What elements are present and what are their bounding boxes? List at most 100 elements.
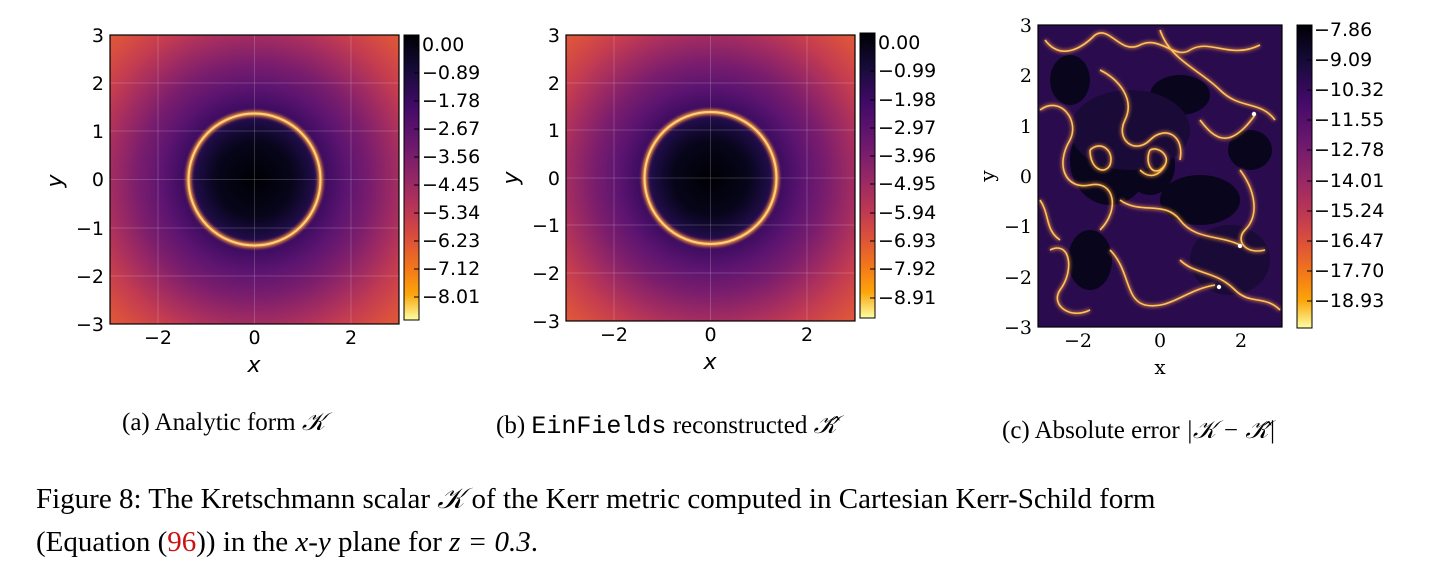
xlabel-a: x [246,353,261,378]
cbar-tick: −5.94 [878,202,936,224]
xtick-label: 2 [801,324,813,346]
ytick-label: −2 [1004,267,1032,289]
xtick-label: 0 [1154,330,1166,352]
cbar-tick: −4.45 [422,174,480,196]
cbar-tick: −17.70 [1314,260,1384,282]
error-hotspots [1216,111,1257,290]
ytick-label: 0 [1020,166,1032,188]
xlabel-c: x [1154,355,1166,379]
cbar-tick: −3.56 [422,146,480,168]
grid-b [566,35,855,321]
ring-b [643,111,778,245]
xticks-c: −2 0 2 [1064,330,1247,352]
colorbar-a [403,34,420,321]
panel-a: 3 2 1 0 −1 −2 −3 −2 0 2 x y 0.00 −0.89 −… [43,25,480,378]
colorbar-b [859,32,876,319]
axes-frame-c [1037,24,1283,328]
cbar-tick: 0.00 [422,34,464,56]
cbar-tickmarks-c [1307,29,1312,302]
xlabel-b: x [702,350,717,375]
cbar-tick: −1.78 [422,90,480,112]
yticks-c: 3 2 1 0 −1 −2 −3 [1004,15,1032,339]
xtick-label: 0 [704,324,716,346]
cbar-tick: −2.97 [878,117,936,139]
yticks-b: 3 2 1 0 −1 −2 −3 [532,25,560,333]
cbar-tick: −10.32 [1314,79,1384,101]
ytick-label: 2 [548,73,560,95]
error-contours [1039,29,1281,315]
cbar-tickmarks-b [870,42,875,299]
ytick-label: −3 [76,314,104,336]
grid-a [110,35,399,324]
xtick-label: 2 [1235,330,1247,352]
cbar-tick: −9.09 [1314,49,1372,71]
ytick-label: 0 [92,169,104,191]
error-field-c [1038,29,1282,316]
xticks-a: −2 0 2 [144,327,357,349]
xtick-label: −2 [1064,330,1092,352]
ytick-label: −3 [532,311,560,333]
ytick-label: 3 [548,25,560,47]
caption-line-1: Figure 8: The Kretschmann scalar 𝒦 of th… [36,483,1156,515]
ytick-label: 2 [92,73,104,95]
ytick-label: −2 [76,266,104,288]
axes-frame-b [565,34,856,322]
panel-c: 3 2 1 0 −1 −2 −3 −2 0 2 x y −7.86 −9.09 … [975,15,1384,379]
subcaption-a: (a) Analytic form 𝒦 [122,409,333,436]
xtick-label: −2 [600,324,628,346]
ytick-label: 0 [548,168,560,190]
colorbar-ticks-b: 0.00 −0.99 −1.98 −2.97 −3.96 −4.95 −5.94… [878,32,936,309]
equation-ref-link[interactable]: 96 [167,526,196,558]
colorbar-c [1296,24,1313,329]
cbar-tick: −12.78 [1314,139,1384,161]
ylabel-a: y [43,174,68,189]
cbar-tick: −7.86 [1314,19,1372,41]
cbar-tick: −16.47 [1314,230,1384,252]
ytick-label: −1 [1004,216,1032,238]
cbar-tick: −6.23 [422,230,480,252]
xtick-label: −2 [144,327,172,349]
cbar-tick: −1.98 [878,89,936,111]
colorbar-ticks-c: −7.86 −9.09 −10.32 −11.55 −12.78 −14.01 … [1314,19,1384,312]
xticks-b: −2 0 2 [600,324,813,346]
cbar-tick: −8.01 [422,286,480,308]
ytick-label: 1 [1020,116,1032,138]
ytick-label: 1 [92,121,104,143]
cbar-tick: −2.67 [422,118,480,140]
subcaption-c: (c) Absolute error |𝒦 − 𝒦̂| [1002,417,1276,444]
cbar-tick: −8.91 [878,287,936,309]
ytick-label: −1 [532,215,560,237]
cbar-tick: −0.99 [878,60,936,82]
cbar-tick: −15.24 [1314,200,1384,222]
ring-a [187,112,322,247]
ytick-label: −1 [76,218,104,240]
cbar-tick: −0.89 [422,62,480,84]
yticks-a: 3 2 1 0 −1 −2 −3 [76,25,104,336]
xtick-label: 2 [345,327,357,349]
colorbar-ticks-a: 0.00 −0.89 −1.78 −2.67 −3.56 −4.45 −5.34… [422,34,480,308]
xtick-label: 0 [248,327,260,349]
cbar-tick: −4.95 [878,173,936,195]
subcaption-b: (b) EinFields reconstructed 𝒦̂ [496,412,845,441]
ytick-label: 3 [1020,15,1032,37]
cbar-tick: −6.93 [878,230,936,252]
panel-b: 3 2 1 0 −1 −2 −3 −2 0 2 x y 0.00 −0.99 −… [499,25,936,375]
axes-frame-a [109,34,400,325]
ytick-label: 1 [548,120,560,142]
ytick-label: −3 [1004,317,1032,339]
heatmap-b [566,35,855,321]
cbar-tick: −5.34 [422,202,480,224]
cbar-tick: 0.00 [878,32,920,54]
cbar-tick: −7.12 [422,258,480,280]
ylabel-b: y [499,171,524,186]
cbar-tick: −11.55 [1314,109,1384,131]
ytick-label: 2 [1020,65,1032,87]
cbar-tick: −7.92 [878,258,936,280]
cbar-tickmarks-a [414,44,419,298]
cbar-tick: −18.93 [1314,290,1384,312]
cbar-tick: −3.96 [878,145,936,167]
ytick-label: −2 [532,263,560,285]
cbar-tick: −14.01 [1314,170,1384,192]
heatmap-a [110,35,399,324]
